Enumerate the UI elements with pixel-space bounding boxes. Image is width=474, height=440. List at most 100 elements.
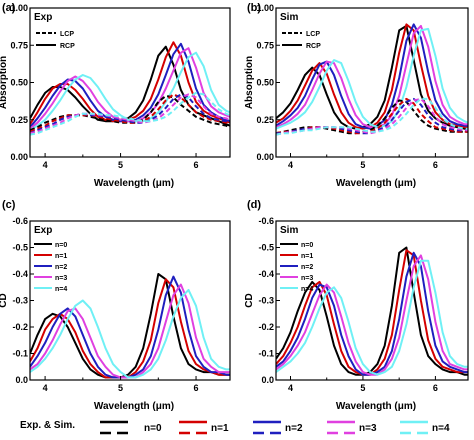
series-line-n0: [276, 246, 468, 376]
y-tick-label: -0.1: [258, 349, 274, 359]
y-axis-label: Absorption: [244, 56, 255, 109]
x-tick-label: 4: [288, 160, 293, 170]
legend-label-n2: n=2: [55, 264, 67, 271]
y-tick-label: 0.00: [10, 152, 28, 162]
y-tick-label: 0.00: [256, 152, 274, 162]
x-axis-label: Wavelength (μm): [94, 401, 174, 412]
y-tick-label: -0.1: [12, 349, 28, 359]
x-axis-label: Wavelength (μm): [336, 401, 416, 412]
y-tick-label: 0.0: [261, 375, 274, 385]
legend: n=0 n=1 n=2 n=3 n=4: [280, 242, 313, 293]
y-tick-label: 0.75: [256, 40, 274, 50]
series-line-n2: [30, 275, 230, 379]
inset-label: Exp: [34, 12, 52, 23]
bottom-legend-label-n1: n=1: [211, 423, 229, 434]
y-tick-label: 0.50: [10, 78, 28, 88]
x-tick-label: 6: [194, 160, 199, 170]
panel-label: (c): [2, 199, 16, 211]
series-line-n1: [276, 249, 468, 376]
inset-label: Exp: [34, 225, 52, 236]
y-tick-label: -0.4: [258, 269, 274, 279]
legend-label-n2: n=2: [301, 264, 313, 271]
series-line-n2-lcp: [30, 93, 230, 135]
x-tick-label: 4: [288, 383, 293, 393]
y-axis-label: CD: [244, 293, 255, 307]
inset-label: Sim: [280, 225, 298, 236]
y-tick-label: -0.5: [258, 243, 274, 253]
x-tick-label: 5: [118, 383, 123, 393]
y-axis-label: CD: [0, 293, 9, 307]
y-tick-label: -0.5: [12, 243, 28, 253]
legend-label-n4: n=4: [55, 286, 67, 293]
series-line-n4: [276, 259, 468, 376]
panel-b: 4 5 6 0.00 0.25 0.50 0.75 1.00 Wavelength (μm) Ab…: [244, 2, 469, 189]
series-line-n0: [30, 273, 230, 379]
y-tick-label: 0.75: [10, 40, 28, 50]
y-tick-label: -0.2: [12, 322, 28, 332]
x-axis-label: Wavelength (μm): [336, 178, 416, 189]
y-axis-label: Absorption: [0, 56, 9, 109]
panel-d: 4 5 6 0.0 -0.1 -0.2 -0.3 -0.4 -0.5 -0.6 Wavelength…: [244, 199, 469, 412]
series-group: [276, 246, 468, 376]
bottom-legend: Exp. & Sim. n=0 n=1 n=2 n=3 n=4: [20, 420, 450, 435]
y-tick-label: -0.2: [258, 322, 274, 332]
x-axis-label: Wavelength (μm): [94, 178, 174, 189]
legend-label-n1: n=1: [55, 253, 67, 260]
panel-label: (a): [2, 2, 16, 14]
legend-label-lcp: LCP: [306, 31, 320, 38]
plot-frame: [275, 7, 469, 158]
y-tick-label: 0.25: [256, 115, 274, 125]
x-tick-label: 6: [433, 160, 438, 170]
inset-label: Sim: [280, 12, 298, 23]
series-line-n3: [30, 283, 230, 379]
legend-label-n0: n=0: [301, 242, 313, 249]
legend-label-lcp: LCP: [60, 31, 74, 38]
x-tick-label: 4: [43, 383, 48, 393]
y-tick-label: -0.4: [12, 269, 28, 279]
y-tick-label: 1.00: [10, 3, 28, 13]
series-group: [30, 273, 230, 379]
series-line-n4-rcp: [276, 27, 468, 130]
bottom-legend-label-n3: n=3: [359, 423, 377, 434]
legend-label-n1: n=1: [301, 253, 313, 260]
x-tick-label: 5: [118, 160, 123, 170]
legend-label-rcp: RCP: [306, 43, 321, 50]
x-tick-label: 6: [433, 383, 438, 393]
y-tick-label: -0.6: [12, 216, 28, 226]
series-group: [276, 23, 468, 136]
y-tick-label: -0.6: [258, 216, 274, 226]
legend: n=0 n=1 n=2 n=3 n=4: [34, 242, 67, 293]
series-line-n3: [276, 254, 468, 376]
panel-label: (b): [247, 2, 261, 14]
bottom-legend-label-n0: n=0: [144, 423, 162, 434]
panel-c: 4 5 6 0.0 -0.1 -0.2 -0.3 -0.4 -0.5 -0.6 Wavelength…: [0, 199, 231, 412]
bottom-legend-label-n4: n=4: [432, 423, 450, 434]
x-tick-label: 6: [194, 383, 199, 393]
y-tick-label: 0.50: [256, 78, 274, 88]
series-line-n4-lcp: [276, 97, 468, 136]
panels: 4 5 6 0.00 0.25 0.50 0.75 1.00 Wavelength (μm) Ab…: [0, 2, 469, 412]
y-tick-label: 1.00: [256, 3, 274, 13]
legend: LCP RCP: [36, 31, 75, 50]
series-line-n4: [30, 288, 230, 379]
series-line-n3-lcp: [30, 93, 230, 135]
series-group: [30, 41, 230, 136]
legend-label-n3: n=3: [301, 275, 313, 282]
y-tick-label: -0.3: [12, 296, 28, 306]
y-tick-label: 0.0: [15, 375, 28, 385]
x-tick-label: 5: [360, 160, 365, 170]
series-line-n4-lcp: [30, 91, 230, 136]
panel-a: 4 5 6 0.00 0.25 0.50 0.75 1.00 Wavelength (μm) Ab…: [0, 2, 231, 189]
bottom-legend-label-n2: n=2: [285, 423, 303, 434]
legend-label-rcp: RCP: [60, 43, 75, 50]
y-tick-label: 0.25: [10, 115, 28, 125]
legend-label-n0: n=0: [55, 242, 67, 249]
bottom-legend-title: Exp. & Sim.: [20, 420, 75, 431]
x-tick-label: 4: [43, 160, 48, 170]
x-tick-label: 5: [360, 383, 365, 393]
panel-label: (d): [247, 199, 261, 211]
legend-label-n3: n=3: [55, 275, 67, 282]
legend: LCP RCP: [282, 31, 321, 50]
y-tick-label: -0.3: [258, 296, 274, 306]
